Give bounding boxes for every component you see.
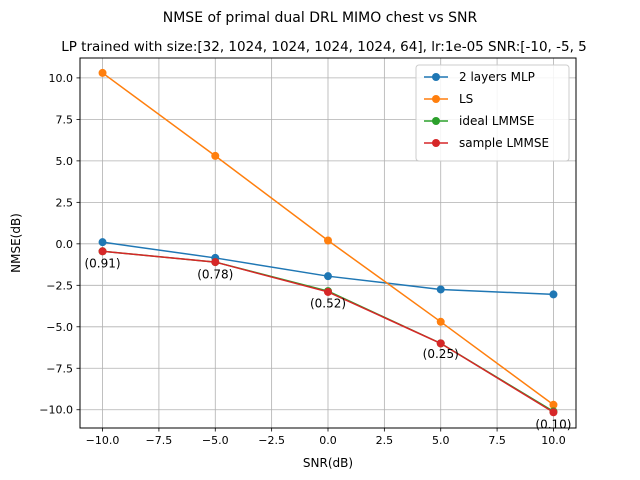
legend: 2 layers MLP LS ideal LMMSE sample LMMSE [415, 64, 570, 162]
data-point [211, 151, 220, 160]
data-point [324, 287, 332, 296]
legend-label: LS [459, 92, 473, 106]
data-point [436, 339, 445, 348]
x-axis-label: SNR(dB) [303, 456, 353, 470]
y-axis-label: NMSE(dB) [9, 213, 23, 273]
legend-marker [432, 73, 440, 81]
axis-ticks: −10.0 −7.5 −5.0 −2.5 0.0 2.5 5.0 7.5 10.0 −10.0 −7… [39, 72, 565, 447]
data-point [436, 317, 445, 326]
chart-subtitle: LP trained with size:[32, 1024, 1024, 10… [61, 39, 587, 55]
series-lines [98, 68, 558, 417]
annotations: (0.91)(0.78)(0.52)(0.25)(0.10) [84, 257, 571, 432]
x-tick-label: 2.5 [376, 434, 394, 447]
nmse-ratio-annotation: (0.52) [310, 297, 346, 311]
y-tick-label: 10.0 [49, 72, 74, 85]
data-point [549, 290, 558, 299]
x-tick-label: −7.5 [146, 434, 173, 447]
data-point [98, 238, 107, 247]
x-tick-label: 7.5 [488, 434, 506, 447]
y-tick-label: 5.0 [56, 155, 74, 168]
x-tick-label: −5.0 [202, 434, 229, 447]
nmse-ratio-annotation: (0.78) [197, 268, 233, 282]
x-tick-label: 5.0 [432, 434, 450, 447]
legend-box [415, 64, 570, 162]
data-point [436, 285, 445, 294]
y-tick-label: −7.5 [46, 362, 73, 375]
y-tick-label: −5.0 [46, 321, 73, 334]
data-point [549, 408, 558, 417]
x-tick-label: −10.0 [86, 434, 120, 447]
x-tick-label: 10.0 [541, 434, 566, 447]
y-tick-label: 7.5 [56, 113, 74, 126]
data-point [98, 247, 107, 256]
legend-label: ideal LMMSE [459, 114, 534, 128]
data-point [211, 258, 220, 267]
legend-label: sample LMMSE [459, 136, 549, 150]
data-point [549, 400, 558, 409]
y-tick-label: −10.0 [39, 404, 73, 417]
nmse-ratio-annotation: (0.91) [84, 257, 120, 271]
legend-marker [432, 117, 440, 125]
x-tick-label: 0.0 [319, 434, 337, 447]
legend-label: 2 layers MLP [459, 70, 535, 84]
chart-title: NMSE of primal dual DRL MIMO chest vs SN… [163, 10, 478, 26]
legend-marker [432, 95, 440, 103]
data-point [324, 272, 332, 281]
y-tick-label: 0.0 [56, 238, 74, 251]
x-tick-label: −2.5 [258, 434, 285, 447]
data-point [324, 236, 332, 245]
y-tick-label: −2.5 [46, 279, 73, 292]
nmse-ratio-annotation: (0.25) [423, 347, 459, 361]
y-tick-label: 2.5 [56, 196, 74, 209]
legend-marker [432, 139, 440, 147]
data-point [98, 68, 107, 77]
